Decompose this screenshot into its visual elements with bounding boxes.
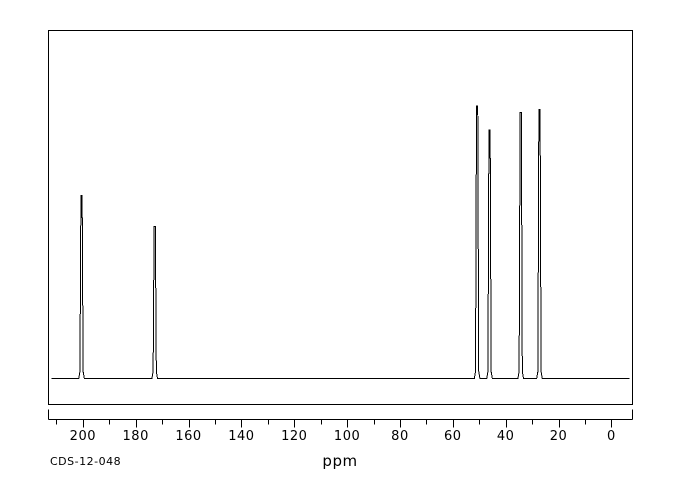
axis-tick-label: 0	[606, 428, 616, 444]
axis-tick-label: 80	[391, 428, 409, 444]
spectrum-polyline	[51, 105, 630, 379]
sample-id-label: CDS-12-048	[50, 455, 122, 468]
axis-title-ppm: ppm	[322, 452, 358, 470]
axis-tick-label: 180	[122, 428, 149, 444]
axis-tick-label: 200	[69, 428, 97, 444]
axis-tick-label: 40	[496, 428, 515, 444]
axis-tick-label: 160	[175, 428, 202, 444]
axis-tick-label: 60	[444, 428, 462, 444]
axis-tick-label: 20	[549, 428, 568, 444]
axis-tick-label: 140	[228, 428, 255, 444]
axis-tick-label: 100	[333, 428, 361, 444]
plot-frame	[48, 30, 633, 405]
axis-tick-label: 120	[281, 428, 308, 444]
